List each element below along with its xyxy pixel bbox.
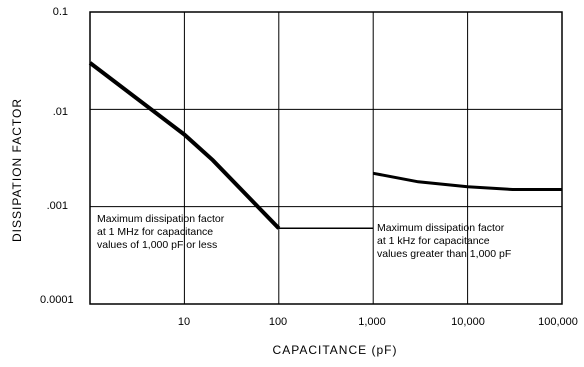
series-line — [88, 61, 281, 230]
plot-frame — [89, 11, 563, 305]
x-tick-label: 100 — [268, 316, 288, 328]
y-tick-label: .01 — [52, 106, 68, 118]
x-tick-label: 1,000 — [358, 316, 386, 328]
x-tick-label: 10 — [177, 316, 191, 328]
y-tick-label: 0.0001 — [40, 294, 74, 306]
x-axis-label: CAPACITANCE (pF) — [272, 343, 398, 357]
series-line — [372, 171, 562, 191]
y-tick-label: .001 — [46, 200, 68, 212]
x-tick-label: 100,000 — [538, 316, 578, 328]
annotation-high-capacitance: Maximum dissipation factor at 1 kHz for … — [377, 222, 512, 260]
x-tick-label: 10,000 — [451, 316, 485, 328]
y-tick-label: 0.1 — [52, 6, 68, 18]
annotation-low-capacitance: Maximum dissipation factor at 1 MHz for … — [97, 213, 225, 251]
